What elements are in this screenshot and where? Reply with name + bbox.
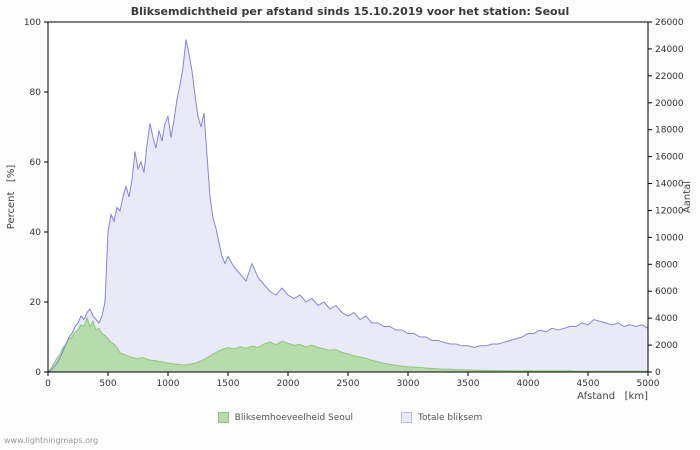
y-right-tick-label: 6000 xyxy=(655,287,678,297)
legend-swatch-total xyxy=(400,412,412,423)
x-axis-label: Afstand [km] xyxy=(577,391,648,402)
x-tick-label: 2000 xyxy=(277,379,300,389)
y-right-tick-label: 0 xyxy=(655,368,661,378)
plot-layer: 0 500 1000 1500 2000 2500 3000 3500 4000 4500 5000… xyxy=(24,18,684,389)
y-left-tick-label: 20 xyxy=(30,298,42,308)
series-line-totale-bliksem xyxy=(47,39,649,373)
y-right-tick-label: 4000 xyxy=(655,314,678,324)
legend-item-total: Totale bliksem xyxy=(400,412,483,423)
x-tick-label: 4500 xyxy=(577,379,600,389)
y-right-tick-label: 18000 xyxy=(655,126,684,136)
x-tick-label: 4000 xyxy=(517,379,540,389)
y-axis-left-label: Percent [%] xyxy=(6,165,17,230)
legend-label-total: Totale bliksem xyxy=(417,412,483,423)
y-right-tick-label: 24000 xyxy=(655,45,684,55)
series-line-station xyxy=(47,316,648,373)
y-right-tick-label: 14000 xyxy=(655,180,684,190)
series-area-station xyxy=(48,317,648,372)
y-left-tick-label: 40 xyxy=(30,228,42,238)
y-left-tick-label: 100 xyxy=(24,18,41,28)
y-left-tick-label: 80 xyxy=(30,88,42,98)
y-right-tick-label: 20000 xyxy=(655,99,684,109)
legend: Bliksemhoeveelheid Seoul Totale bliksem xyxy=(0,412,700,423)
y-left-tick-label: 60 xyxy=(30,158,42,168)
y-right-tick-label: 12000 xyxy=(655,206,684,216)
y-right-tick-label: 8000 xyxy=(655,260,678,270)
series-area-totale-bliksem xyxy=(48,39,648,372)
x-tick-label: 0 xyxy=(45,379,51,389)
legend-item-station: Bliksemhoeveelheid Seoul xyxy=(217,412,353,423)
chart-title: Bliksemdichtheid per afstand sinds 15.10… xyxy=(130,5,570,18)
watermark-url: www.lightningmaps.org xyxy=(4,436,99,445)
legend-label-station: Bliksemhoeveelheid Seoul xyxy=(234,412,353,423)
legend-swatch-station xyxy=(217,412,229,423)
x-tick-label: 1500 xyxy=(217,379,240,389)
y-axis-right-label: Aantal xyxy=(682,181,693,213)
y-right-tick-label: 22000 xyxy=(655,72,684,82)
y-right-tick-label: 2000 xyxy=(655,341,678,351)
x-tick-label: 3500 xyxy=(457,379,480,389)
y-left-tick-label: 0 xyxy=(35,368,41,378)
y-right-tick-label: 26000 xyxy=(655,18,684,28)
x-tick-label: 3000 xyxy=(397,379,420,389)
y-right-tick-label: 10000 xyxy=(655,233,684,243)
y-right-tick-label: 16000 xyxy=(655,153,684,163)
x-tick-label: 1000 xyxy=(157,379,180,389)
x-tick-label: 500 xyxy=(99,379,116,389)
x-tick-label: 2500 xyxy=(337,379,360,389)
x-tick-label: 5000 xyxy=(637,379,660,389)
